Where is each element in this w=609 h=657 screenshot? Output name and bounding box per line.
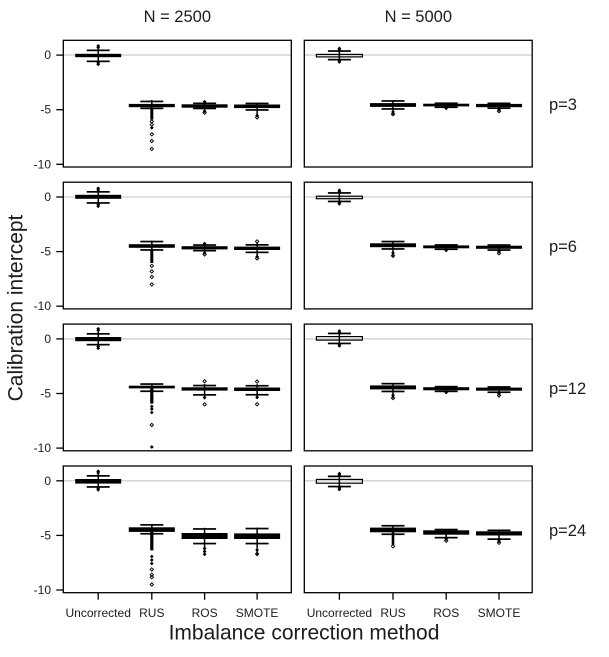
svg-text:-5: -5 <box>40 387 51 401</box>
svg-text:ROS: ROS <box>433 606 459 620</box>
svg-text:N = 2500: N = 2500 <box>144 8 211 26</box>
svg-text:Calibration intercept: Calibration intercept <box>5 214 28 401</box>
svg-text:-10: -10 <box>34 441 52 455</box>
svg-text:RUS: RUS <box>380 606 405 620</box>
svg-text:-10: -10 <box>34 299 52 313</box>
svg-text:ROS: ROS <box>192 606 218 620</box>
svg-text:-5: -5 <box>40 528 51 542</box>
svg-text:p=3: p=3 <box>549 96 577 114</box>
svg-text:RUS: RUS <box>139 606 164 620</box>
svg-text:0: 0 <box>44 190 51 204</box>
svg-text:SMOTE: SMOTE <box>236 606 279 620</box>
svg-text:-10: -10 <box>34 583 52 597</box>
svg-text:N = 5000: N = 5000 <box>385 8 452 26</box>
svg-text:p=6: p=6 <box>549 238 577 256</box>
svg-text:Imbalance correction method: Imbalance correction method <box>169 622 440 645</box>
svg-text:Uncorrected: Uncorrected <box>66 606 131 620</box>
svg-text:0: 0 <box>44 474 51 488</box>
svg-text:p=12: p=12 <box>549 380 586 398</box>
svg-text:-10: -10 <box>34 157 52 171</box>
svg-text:p=24: p=24 <box>549 522 586 540</box>
svg-text:SMOTE: SMOTE <box>478 606 521 620</box>
svg-text:-5: -5 <box>40 103 51 117</box>
svg-text:Uncorrected: Uncorrected <box>307 606 372 620</box>
svg-text:0: 0 <box>44 332 51 346</box>
svg-text:0: 0 <box>44 48 51 62</box>
svg-text:-5: -5 <box>40 245 51 259</box>
